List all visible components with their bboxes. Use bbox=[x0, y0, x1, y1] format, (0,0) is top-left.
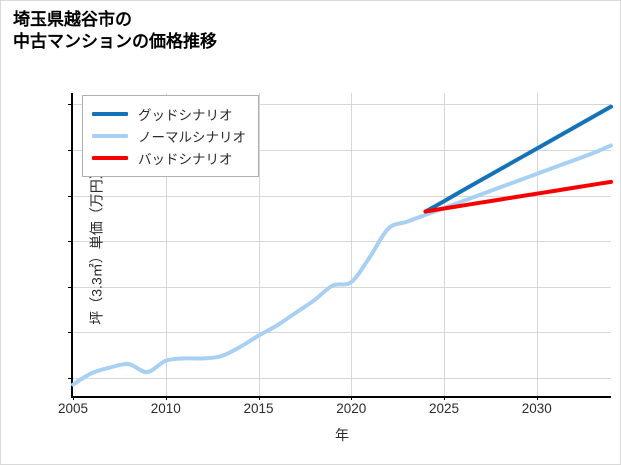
y-tick-mark bbox=[68, 104, 72, 106]
x-axis-label: 年 bbox=[335, 427, 349, 443]
gridline-vertical bbox=[258, 93, 260, 396]
gridline-horizontal bbox=[73, 241, 611, 243]
legend-label: ノーマルシナリオ bbox=[138, 130, 246, 145]
y-tick-mark bbox=[68, 332, 72, 334]
legend-color-swatch bbox=[92, 134, 128, 138]
series-line-normal bbox=[71, 143, 613, 387]
legend-bad-scenario[interactable]: バッドシナリオ bbox=[92, 147, 246, 169]
x-tick-mark bbox=[351, 396, 353, 400]
series-line-good bbox=[423, 104, 613, 214]
gridline-horizontal bbox=[73, 286, 611, 288]
x-tick-mark bbox=[165, 396, 167, 400]
gridline-vertical bbox=[444, 93, 446, 396]
x-tick-mark bbox=[536, 396, 538, 400]
legend-color-swatch bbox=[92, 112, 128, 116]
gridline-horizontal bbox=[73, 377, 611, 379]
gridline-horizontal bbox=[73, 332, 611, 334]
x-tick-label: 2020 bbox=[336, 401, 367, 416]
x-tick-mark bbox=[258, 396, 260, 400]
legend-label: グッドシナリオ bbox=[138, 108, 233, 123]
gridline-vertical bbox=[536, 93, 538, 396]
gridline-vertical bbox=[351, 93, 353, 396]
legend-label: バッドシナリオ bbox=[138, 152, 233, 167]
legend-good-scenario[interactable]: グッドシナリオ bbox=[92, 103, 246, 125]
gridline-horizontal bbox=[73, 104, 611, 106]
plot-area: 6080100120140160180 20052010201520202025… bbox=[58, 93, 613, 443]
y-tick-mark bbox=[68, 241, 72, 243]
gridline-vertical bbox=[165, 93, 167, 396]
series-line-bad bbox=[423, 179, 613, 214]
x-tick-label: 2030 bbox=[521, 401, 552, 416]
gridline-horizontal bbox=[73, 149, 611, 151]
y-tick-mark bbox=[68, 377, 72, 379]
x-tick-mark bbox=[444, 396, 446, 400]
x-tick-label: 2010 bbox=[150, 401, 181, 416]
axis-spine-left bbox=[71, 93, 73, 396]
data-series-layer bbox=[71, 104, 613, 387]
y-tick-mark bbox=[68, 149, 72, 151]
chart-title: 埼玉県越谷市の 中古マンションの価格推移 bbox=[13, 10, 217, 52]
y-tick-mark bbox=[68, 286, 72, 288]
axis-spine-bottom bbox=[71, 396, 611, 398]
chart-legend: グッドシナリオ ノーマルシナリオ バッドシナリオ bbox=[82, 95, 259, 177]
legend-color-swatch bbox=[92, 156, 128, 160]
x-tick-mark bbox=[73, 396, 74, 400]
y-axis-label: 坪（3.3㎡）単価（万円） bbox=[88, 164, 105, 325]
y-tick-mark bbox=[68, 195, 72, 197]
x-tick-label: 2005 bbox=[57, 401, 89, 416]
x-tick-label: 2025 bbox=[429, 401, 460, 416]
legend-normal-scenario[interactable]: ノーマルシナリオ bbox=[92, 125, 246, 147]
gridline-horizontal bbox=[73, 195, 611, 197]
x-tick-label: 2015 bbox=[243, 401, 274, 416]
